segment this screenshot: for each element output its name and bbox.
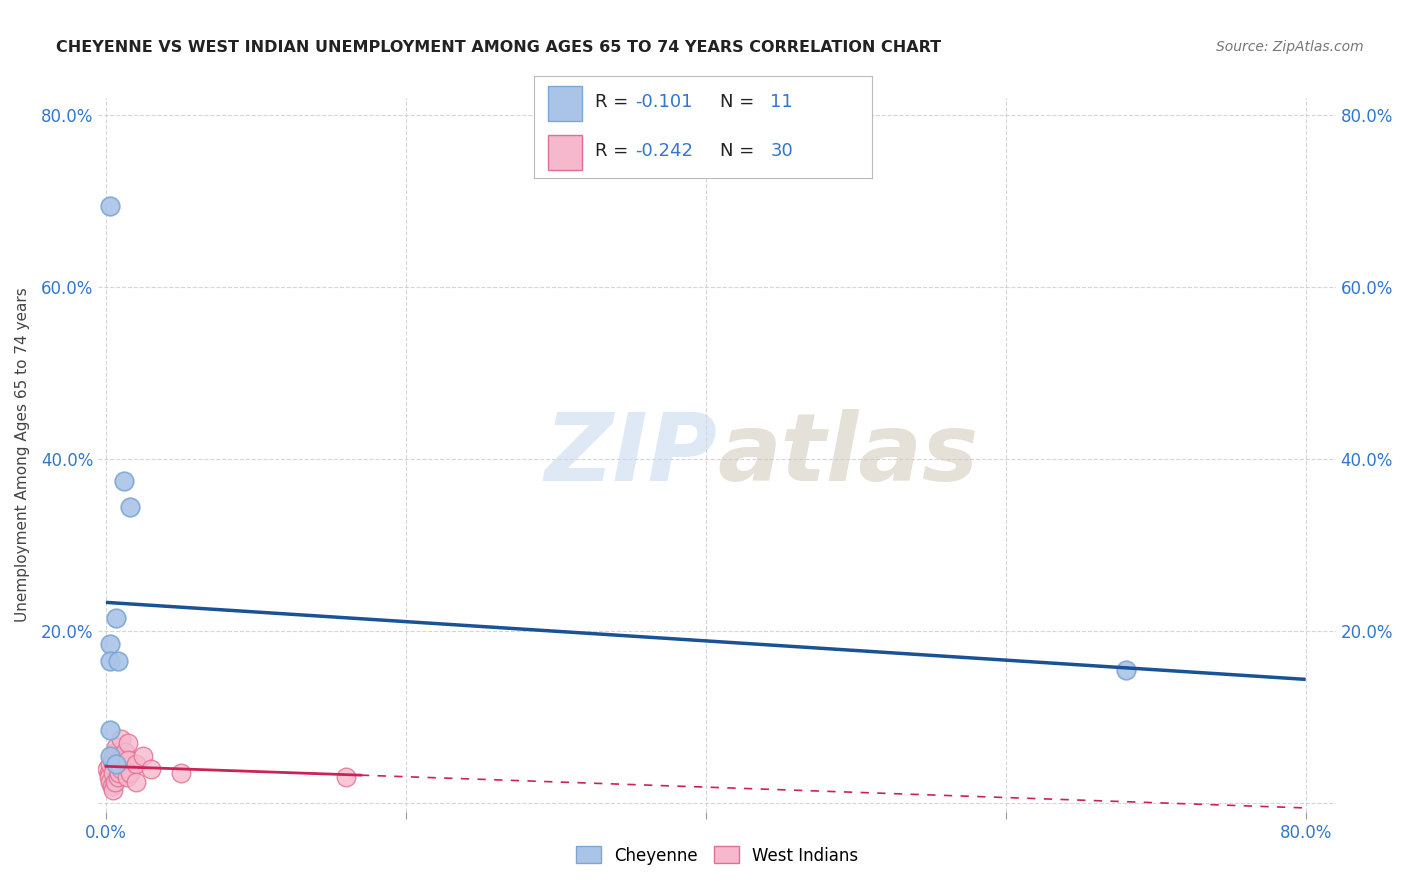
Point [100,723,122,737]
Point [125,757,148,772]
Point [100,748,122,763]
Point [112,474,135,488]
Point [100,774,122,789]
Text: ZIP: ZIP [544,409,717,501]
Text: R =: R = [595,142,634,160]
Point [97,770,120,784]
Point [132,748,155,763]
Point [104,774,127,789]
Point [1115,663,1137,677]
Point [117,736,139,750]
Text: -0.242: -0.242 [636,142,693,160]
Text: 11: 11 [770,94,793,112]
Text: -0.101: -0.101 [636,94,693,112]
Text: 30: 30 [770,142,793,160]
Point [100,637,122,651]
Point [104,745,127,759]
Point [100,198,122,212]
Point [103,766,125,780]
Point [125,774,148,789]
Point [107,753,129,767]
Point [100,757,122,772]
Point [103,783,125,797]
Point [100,654,122,668]
Point [335,770,357,784]
Point [118,766,141,780]
Point [107,770,129,784]
Point [101,779,124,793]
Point [105,740,128,755]
Point [115,770,138,784]
Point [118,500,141,514]
Point [107,654,129,668]
Y-axis label: Unemployment Among Ages 65 to 74 years: Unemployment Among Ages 65 to 74 years [15,287,30,623]
Text: Source: ZipAtlas.com: Source: ZipAtlas.com [1216,40,1364,54]
Text: N =: N = [720,142,759,160]
Text: R =: R = [595,94,634,112]
Point [105,757,128,772]
Legend: Cheyenne, West Indians: Cheyenne, West Indians [569,839,865,871]
Point [139,762,162,776]
Point [170,766,193,780]
Text: N =: N = [720,94,759,112]
Point [96,762,118,776]
Point [112,753,135,767]
Text: atlas: atlas [717,409,979,501]
Point [101,753,124,767]
Point [103,748,125,763]
Point [110,731,132,746]
Point [108,766,131,780]
Point [110,762,132,776]
Point [114,745,136,759]
Text: CHEYENNE VS WEST INDIAN UNEMPLOYMENT AMONG AGES 65 TO 74 YEARS CORRELATION CHART: CHEYENNE VS WEST INDIAN UNEMPLOYMENT AMO… [56,40,942,55]
Point [105,611,128,625]
Point [117,753,139,767]
FancyBboxPatch shape [548,136,582,170]
Point [97,766,120,780]
FancyBboxPatch shape [548,87,582,121]
